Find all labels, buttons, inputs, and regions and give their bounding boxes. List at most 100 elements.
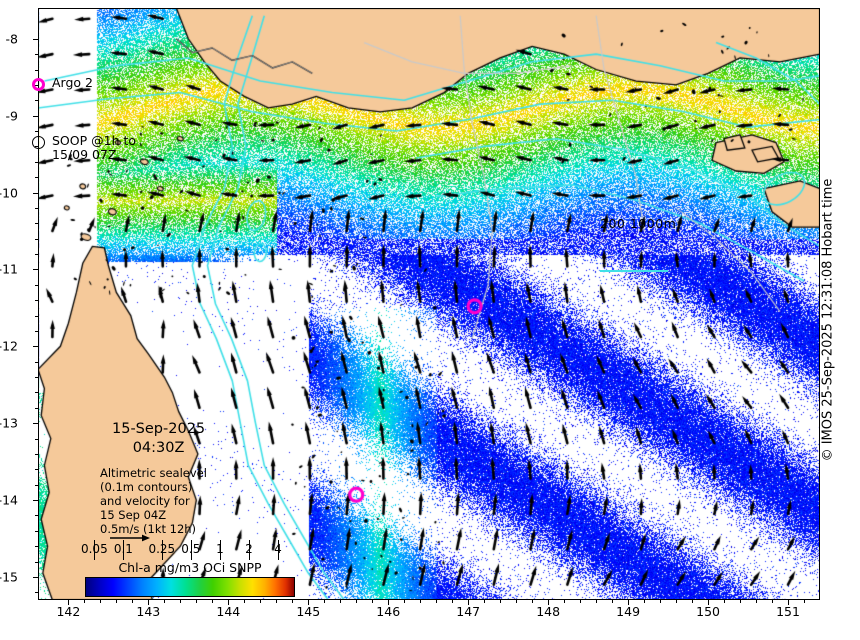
- x-tick-mark: [308, 600, 310, 605]
- copyright-notice: © IMOS 25-Sep-2025 12:31:08 Hobart time: [820, 178, 836, 462]
- x-minor-tick: [436, 600, 438, 603]
- y-tick-mark: [33, 500, 38, 502]
- bathymetry-legend-label: 200 1000m: [600, 216, 677, 231]
- x-tick-label: 149: [616, 604, 641, 619]
- x-tick-mark: [148, 600, 150, 605]
- soop-marker-icon: [32, 136, 45, 149]
- y-tick-label: -9: [5, 108, 18, 124]
- x-minor-tick: [484, 600, 486, 603]
- colorbar-tick-label: 4: [274, 542, 282, 556]
- colorbar-tick-label: 0.05: [80, 542, 108, 556]
- x-tick-label: 151: [776, 604, 800, 619]
- colorbar-tick-mark: [190, 540, 192, 560]
- colorbar-tick-mark: [248, 540, 250, 560]
- colorbar-tick-mark: [94, 540, 96, 560]
- x-tick-mark: [468, 600, 470, 605]
- x-minor-tick: [100, 600, 102, 603]
- x-minor-tick: [532, 600, 534, 603]
- y-tick-mark: [33, 346, 38, 348]
- y-minor-tick: [35, 177, 38, 179]
- x-minor-tick: [196, 600, 198, 603]
- x-tick-label: 142: [56, 604, 81, 619]
- y-minor-tick: [35, 284, 38, 286]
- y-minor-tick: [35, 330, 38, 332]
- x-minor-tick: [356, 600, 358, 603]
- colorbar: Chl-a mg/m3 OCi SNPP 0.05 0.1 0.25 0.5 1 2 4: [81, 540, 295, 597]
- x-tick-mark: [68, 600, 70, 605]
- y-minor-tick: [35, 254, 38, 256]
- y-minor-tick: [35, 207, 38, 209]
- y-minor-tick: [35, 315, 38, 317]
- y-tick-label: -11: [0, 261, 18, 277]
- x-tick-label: 148: [536, 604, 561, 619]
- y-minor-tick: [35, 453, 38, 455]
- y-tick-mark: [33, 423, 38, 425]
- x-minor-tick: [164, 600, 166, 603]
- x-minor-tick: [772, 600, 774, 603]
- x-tick-mark: [228, 600, 230, 605]
- colorbar-title: Chl-a mg/m3 OCi SNPP: [118, 560, 262, 575]
- y-minor-tick: [35, 407, 38, 409]
- x-minor-tick: [516, 600, 518, 603]
- colorbar-tick-mark: [161, 540, 163, 560]
- map-raster-canvas[interactable]: [38, 8, 820, 600]
- y-minor-tick: [35, 546, 38, 548]
- y-minor-tick: [35, 300, 38, 302]
- soop-legend-entry: SOOP @1h to 15/09 07Z: [32, 96, 136, 200]
- y-minor-tick: [35, 530, 38, 532]
- x-minor-tick: [596, 600, 598, 603]
- y-minor-tick: [35, 361, 38, 363]
- x-minor-tick: [580, 600, 582, 603]
- x-minor-tick: [324, 600, 326, 603]
- y-minor-tick: [35, 438, 38, 440]
- y-minor-tick: [35, 484, 38, 486]
- x-minor-tick: [644, 600, 646, 603]
- x-minor-tick: [292, 600, 294, 603]
- colorbar-tick-label: 1: [216, 542, 224, 556]
- x-minor-tick: [212, 600, 214, 603]
- soop-legend-label: SOOP @1h to 15/09 07Z: [52, 133, 137, 162]
- y-tick-label: -15: [0, 569, 18, 585]
- x-minor-tick: [276, 600, 278, 603]
- x-tick-label: 146: [376, 604, 401, 619]
- y-minor-tick: [35, 238, 38, 240]
- x-tick-mark: [548, 600, 550, 605]
- x-minor-tick: [420, 600, 422, 603]
- map-plot-area[interactable]: [38, 8, 820, 600]
- x-minor-tick: [84, 600, 86, 603]
- x-minor-tick: [724, 600, 726, 603]
- y-minor-tick: [35, 161, 38, 163]
- y-minor-tick: [35, 592, 38, 594]
- colorbar-tick-mark: [278, 540, 279, 560]
- x-minor-tick: [740, 600, 742, 603]
- x-minor-tick: [660, 600, 662, 603]
- y-tick-label: -14: [0, 492, 18, 508]
- x-minor-tick: [676, 600, 678, 603]
- colorbar-tick-label: 0.25: [148, 542, 176, 556]
- x-minor-tick: [260, 600, 262, 603]
- altimetry-description: Altimetric sealevel (0.1m contours) and …: [100, 466, 207, 536]
- x-tick-label: 147: [456, 604, 481, 619]
- x-tick-mark: [388, 600, 390, 605]
- y-tick-mark: [33, 269, 38, 271]
- x-tick-label: 150: [696, 604, 720, 619]
- y-tick-label: -10: [0, 185, 18, 201]
- x-tick-mark: [628, 600, 630, 605]
- argo-marker-icon: [32, 78, 45, 91]
- x-minor-tick: [756, 600, 758, 603]
- x-minor-tick: [692, 600, 694, 603]
- y-minor-tick: [35, 377, 38, 379]
- colorbar-tick-label: 0.1: [113, 542, 133, 556]
- reference-vector-arrow-icon: [110, 534, 150, 542]
- y-minor-tick: [35, 515, 38, 517]
- x-tick-mark: [788, 600, 790, 605]
- colorbar-tick-label: 0.5: [181, 542, 201, 556]
- colorbar-gradient: [85, 577, 295, 597]
- colorbar-tick-label: 2: [245, 542, 253, 556]
- y-minor-tick: [35, 223, 38, 225]
- colorbar-tick-mark: [123, 540, 125, 560]
- y-minor-tick: [35, 100, 38, 102]
- y-minor-tick: [35, 392, 38, 394]
- date-stamp: 15-Sep-2025 04:30Z: [112, 421, 206, 456]
